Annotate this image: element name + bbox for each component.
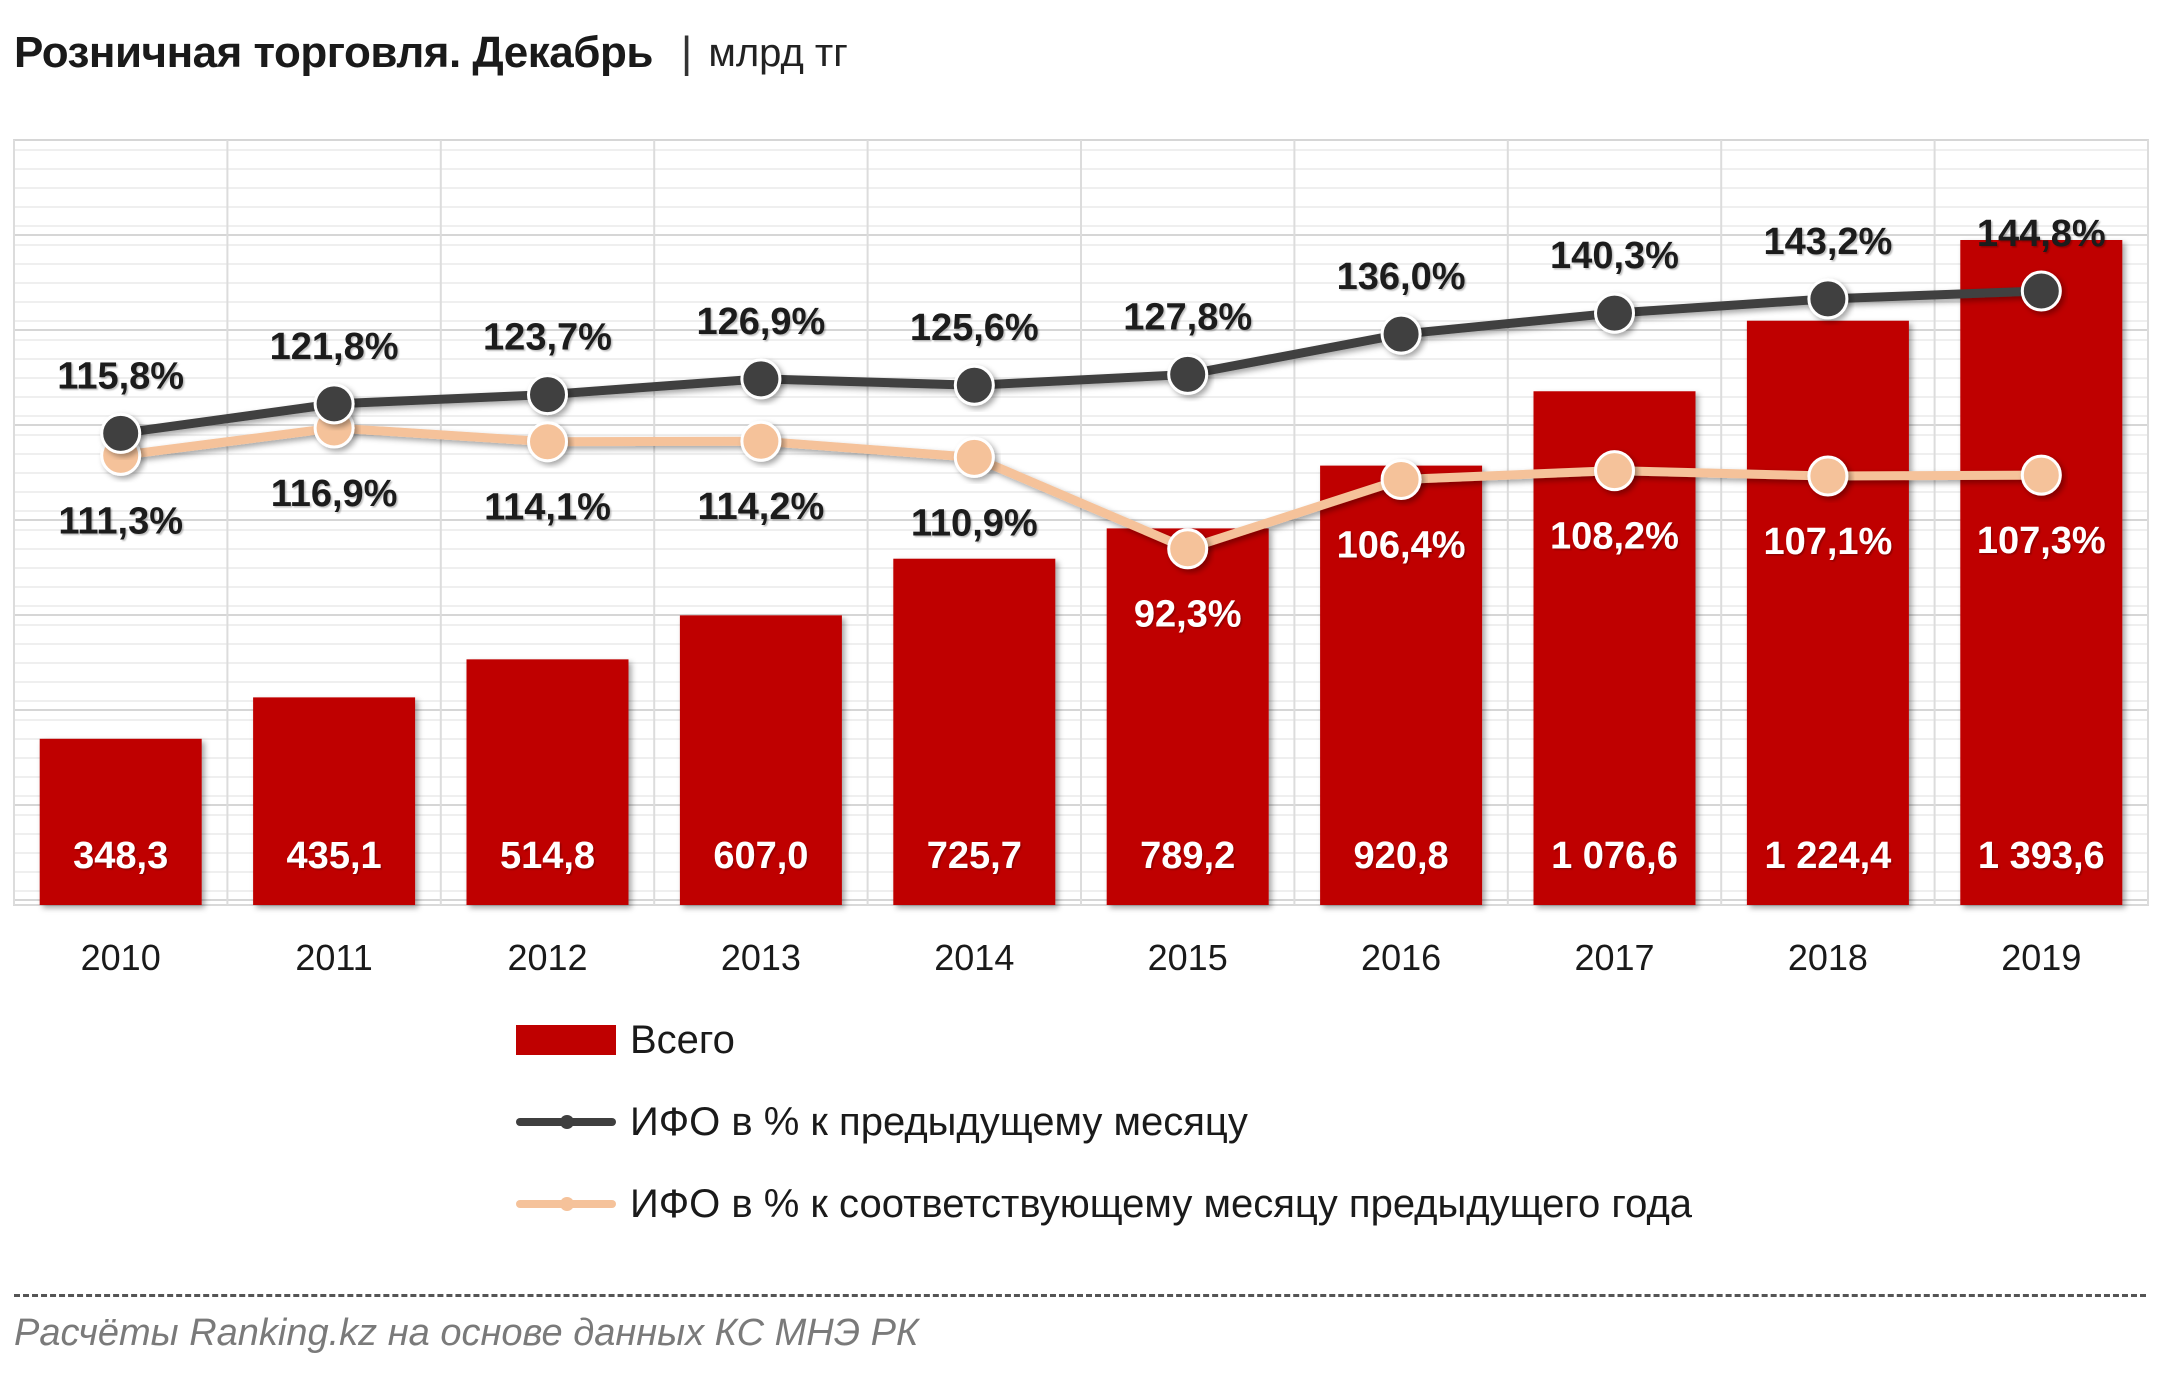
bar-value-label-2011: 435,1 xyxy=(287,835,382,877)
bar-value-label-2017: 1 076,6 xyxy=(1551,835,1678,877)
bar-value-label-2018: 1 224,4 xyxy=(1765,835,1892,877)
bar-2010 xyxy=(39,738,202,905)
yoy-value-label-2013: 114,2% xyxy=(698,486,825,528)
mom-point-2019 xyxy=(2020,270,2062,312)
legend-label-prev-year: ИФО в % к соответствующему месяцу предыд… xyxy=(630,1181,1693,1226)
mom-value-label-2010: 115,8% xyxy=(57,355,184,397)
yoy-point-2012 xyxy=(527,421,568,463)
yoy-point-2015 xyxy=(1167,528,1209,570)
data-labels: 348,3 435,1 514,8 607,0 725,7 789,2 920,8 1 076… xyxy=(57,213,2105,877)
mom-value-label-2018: 143,2% xyxy=(1763,221,1892,263)
x-tick-label-2019: 2019 xyxy=(2001,937,2081,978)
chart-header: Розничная торговля. Декабрь | млрд тг xyxy=(14,18,848,88)
mom-point-2014 xyxy=(953,364,995,406)
legend: Всего ИФО в % к предыдущему месяцу ИФО в… xyxy=(516,1010,1692,1256)
x-axis: 2010 2011 2012 2013 2014 2015 2016 2017 2018 2019 xyxy=(81,937,2082,978)
yoy-point-2018 xyxy=(1807,455,1849,497)
line-series xyxy=(100,270,2062,570)
yoy-point-2019 xyxy=(2020,454,2062,496)
bar-value-label-2019: 1 393,6 xyxy=(1978,835,2105,877)
yoy-value-label-2010: 111,3% xyxy=(58,500,183,542)
yoy-value-label-2016: 106,4% xyxy=(1337,524,1466,566)
x-tick-label-2012: 2012 xyxy=(507,937,587,978)
mom-value-label-2013: 126,9% xyxy=(696,301,825,343)
yoy-point-2014 xyxy=(953,436,995,478)
yoy-value-label-2015: 92,3% xyxy=(1134,594,1242,636)
legend-item-total: Всего xyxy=(516,1010,1692,1070)
mom-value-label-2016: 136,0% xyxy=(1337,256,1466,298)
title-separator: | xyxy=(680,28,693,77)
bar-value-label-2010: 348,3 xyxy=(73,835,168,877)
yoy-point-2013 xyxy=(740,420,782,462)
x-tick-label-2016: 2016 xyxy=(1361,937,1441,978)
mom-value-label-2019: 144,8% xyxy=(1977,213,2106,255)
yoy-value-label-2011: 116,9% xyxy=(271,473,398,515)
mom-value-label-2012: 123,7% xyxy=(483,317,612,359)
legend-swatch-line-icon xyxy=(516,1184,616,1224)
x-tick-label-2017: 2017 xyxy=(1574,937,1654,978)
bar-2019 xyxy=(1960,240,2123,905)
x-tick-label-2014: 2014 xyxy=(934,937,1014,978)
mom-point-2012 xyxy=(527,374,568,416)
mom-point-2018 xyxy=(1807,278,1849,320)
bar-2016 xyxy=(1320,465,1483,905)
footer-divider xyxy=(14,1294,2146,1297)
legend-item-prev-year: ИФО в % к соответствующему месяцу предыд… xyxy=(516,1174,1692,1234)
bar-value-label-2012: 514,8 xyxy=(500,835,595,877)
mom-value-label-2017: 140,3% xyxy=(1550,235,1679,277)
mom-line xyxy=(116,286,2046,438)
mom-point-2010 xyxy=(100,412,142,454)
yoy-value-label-2014: 110,9% xyxy=(911,502,1038,544)
yoy-line xyxy=(116,423,2046,554)
bar-2018 xyxy=(1746,320,1909,905)
legend-label-prev-month: ИФО в % к предыдущему месяцу xyxy=(630,1099,1248,1144)
retail-trade-chart: 348,3 435,1 514,8 607,0 725,7 789,2 920,8 1 076… xyxy=(13,139,2149,978)
legend-swatch-bar-icon xyxy=(516,1025,616,1055)
x-tick-label-2018: 2018 xyxy=(1788,937,1868,978)
source-note: Расчёты Ranking.kz на основе данных КС М… xyxy=(14,1312,919,1354)
bar-value-label-2013: 607,0 xyxy=(713,835,808,877)
x-tick-label-2010: 2010 xyxy=(81,937,161,978)
mom-value-label-2014: 125,6% xyxy=(910,307,1039,349)
legend-item-prev-month: ИФО в % к предыдущему месяцу xyxy=(516,1092,1692,1152)
yoy-point-2017 xyxy=(1594,450,1635,492)
mom-point-2011 xyxy=(313,383,355,425)
mom-point-2017 xyxy=(1594,292,1635,334)
mom-value-label-2011: 121,8% xyxy=(270,326,399,368)
mom-point-2013 xyxy=(740,358,782,400)
yoy-point-2016 xyxy=(1380,458,1422,500)
bar-value-label-2016: 920,8 xyxy=(1354,835,1449,877)
x-tick-label-2015: 2015 xyxy=(1148,937,1228,978)
x-tick-label-2013: 2013 xyxy=(721,937,801,978)
bar-2015 xyxy=(1106,528,1269,905)
bar-2014 xyxy=(893,558,1056,905)
bar-value-label-2015: 789,2 xyxy=(1140,835,1235,877)
bar-value-label-2014: 725,7 xyxy=(927,835,1022,877)
legend-label-total: Всего xyxy=(630,1017,735,1062)
x-tick-label-2011: 2011 xyxy=(295,937,372,978)
mom-point-2016 xyxy=(1380,313,1422,355)
bar-2012 xyxy=(466,659,629,905)
yoy-value-label-2012: 114,1% xyxy=(484,487,611,529)
chart-title: Розничная торговля. Декабрь xyxy=(14,28,653,77)
bar-2011 xyxy=(253,697,416,905)
yoy-value-label-2019: 107,3% xyxy=(1977,520,2106,562)
yoy-value-label-2017: 108,2% xyxy=(1550,516,1679,558)
bar-2013 xyxy=(679,615,842,905)
legend-swatch-line-icon xyxy=(516,1102,616,1142)
chart-unit: млрд тг xyxy=(708,30,848,75)
mom-value-label-2015: 127,8% xyxy=(1123,296,1252,338)
yoy-value-label-2018: 107,1% xyxy=(1763,521,1892,563)
mom-point-2015 xyxy=(1167,353,1209,395)
